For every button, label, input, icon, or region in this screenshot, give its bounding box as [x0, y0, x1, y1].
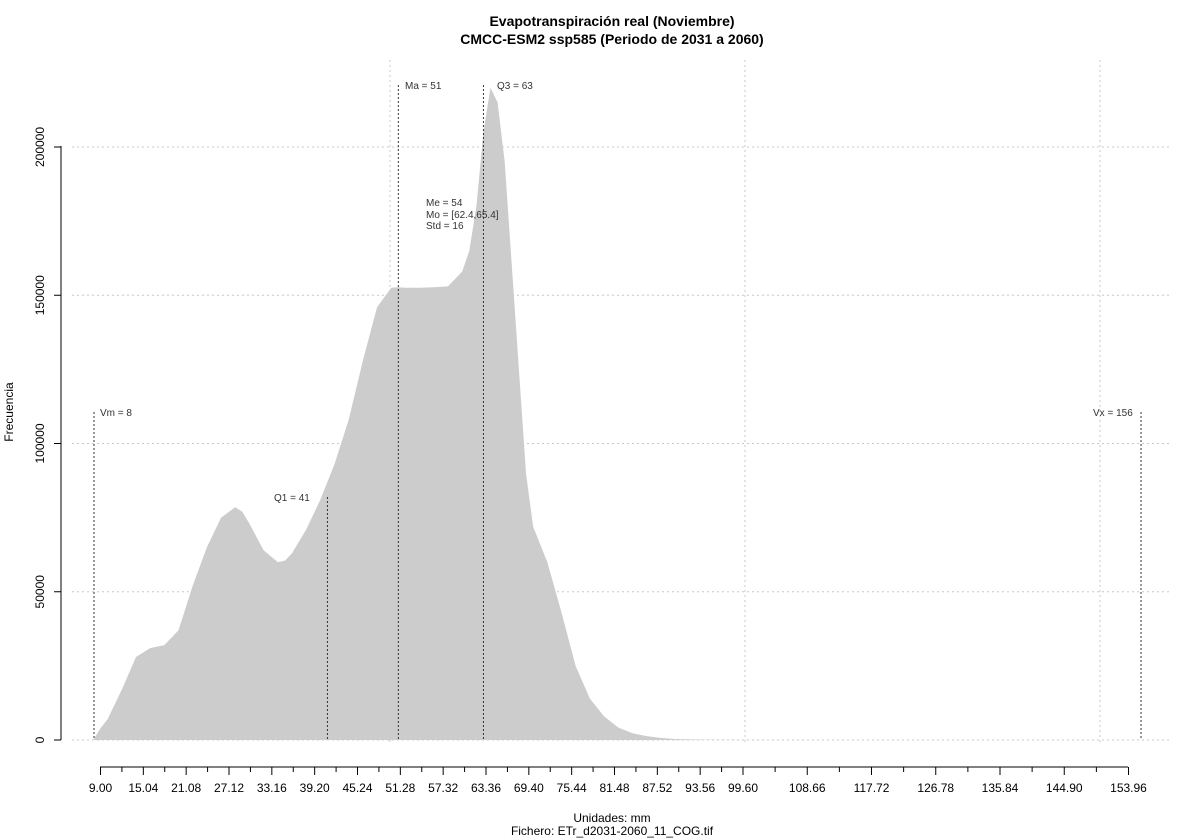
- x-tick-label: 57.32: [428, 781, 458, 795]
- vm-label: Vm = 8: [100, 408, 132, 419]
- x-tick-label: 135.84: [982, 781, 1019, 795]
- y-tick-label: 150000: [33, 275, 47, 315]
- x-tick-label: 108.66: [789, 781, 826, 795]
- y-tick-label: 0: [33, 736, 47, 743]
- y-tick-label: 200000: [33, 127, 47, 167]
- me-label: Me = 54: [426, 198, 463, 209]
- y-tick-label: 100000: [33, 423, 47, 463]
- x-tick-label: 9.00: [89, 781, 113, 795]
- x-axis-label: Unidades: mm: [573, 811, 650, 825]
- chart-subtitle: CMCC-ESM2 ssp585 (Periodo de 2031 a 2060…: [460, 31, 763, 47]
- x-tick-label: 144.90: [1046, 781, 1083, 795]
- x-tick-label: 69.40: [514, 781, 544, 795]
- x-tick-label: 51.28: [385, 781, 415, 795]
- x-tick-label: 27.12: [214, 781, 244, 795]
- x-tick-label: 33.16: [257, 781, 287, 795]
- mo-label: Mo = [62.4,65.4]: [426, 210, 499, 221]
- x-tick-label: 126.78: [917, 781, 954, 795]
- y-axis-label: Frecuencia: [2, 382, 16, 442]
- y-tick-label: 50000: [33, 575, 47, 609]
- x-tick-label: 99.60: [728, 781, 758, 795]
- x-tick-label: 45.24: [342, 781, 372, 795]
- x-tick-label: 21.08: [171, 781, 201, 795]
- q1-label: Q1 = 41: [274, 493, 310, 504]
- std-label: Std = 16: [426, 221, 464, 232]
- q3-label: Q3 = 63: [497, 81, 533, 92]
- ma-label: Ma = 51: [405, 81, 442, 92]
- x-tick-label: 63.36: [471, 781, 501, 795]
- density-area: [93, 87, 1143, 740]
- x-tick-label: 87.52: [642, 781, 672, 795]
- x-tick-label: 153.96: [1110, 781, 1147, 795]
- x-tick-label: 39.20: [300, 781, 330, 795]
- chart-title: Evapotranspiración real (Noviembre): [489, 13, 734, 29]
- x-axis-ticks: 9.00 15.04 21.08 27.12 33.16 39.20 45.24 51.28 5…: [89, 767, 1147, 795]
- x-tick-label: 93.56: [685, 781, 715, 795]
- vx-label: Vx = 156: [1093, 408, 1133, 419]
- x-tick-label: 15.04: [128, 781, 158, 795]
- x-tick-label: 81.48: [599, 781, 629, 795]
- stat-lines: [93, 85, 1142, 740]
- y-axis-ticks: 0 50000 100000 150000 200000: [33, 127, 61, 743]
- x-tick-label: 117.72: [854, 781, 890, 795]
- footer-filename: Fichero: ETr_d2031-2060_11_COG.tif: [511, 824, 714, 838]
- x-tick-label: 75.44: [557, 781, 587, 795]
